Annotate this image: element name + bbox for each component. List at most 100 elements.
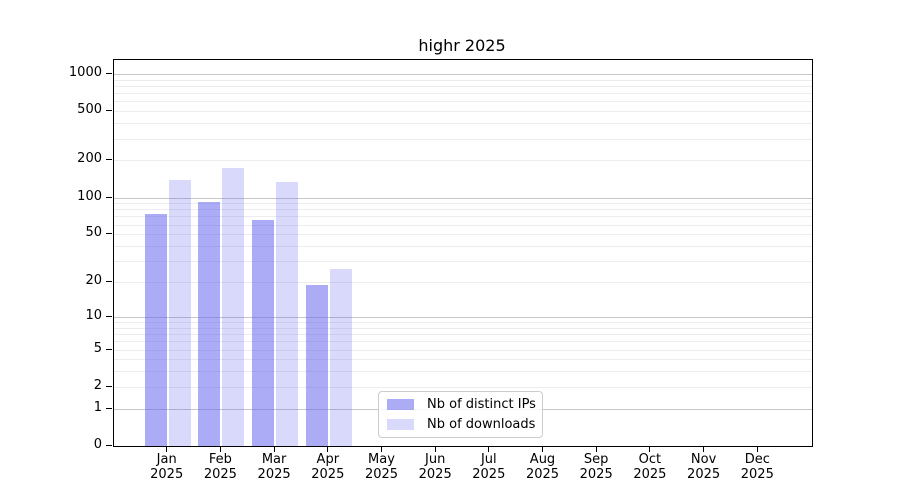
gridline-major-1000: [114, 73, 812, 75]
y-tick-1: [106, 407, 112, 409]
x-label-month: Feb: [208, 452, 232, 467]
y-tick-label-1000: 1000: [68, 64, 102, 80]
plot-area: [113, 59, 813, 447]
x-label-dec-2025: Dec 2025: [725, 452, 789, 482]
x-label-year: 2025: [687, 467, 721, 482]
legend-swatch-downloads: [387, 419, 414, 430]
legend-item-distinct-ips: Nb of distinct IPs: [387, 395, 536, 414]
legend-label-distinct-ips: Nb of distinct IPs: [427, 397, 536, 412]
x-label-year: 2025: [257, 467, 291, 482]
legend-label-downloads: Nb of downloads: [427, 417, 536, 432]
gridline-major-100: [114, 197, 812, 199]
x-label-mar-2025: Mar 2025: [242, 452, 306, 482]
x-label-apr-2025: Apr 2025: [296, 452, 360, 482]
bar-downloads-jan: [168, 179, 191, 446]
x-tick-jan: [166, 446, 168, 452]
x-label-sep-2025: Sep 2025: [564, 452, 628, 482]
x-label-year: 2025: [418, 467, 452, 482]
y-tick-label-2: 2: [93, 377, 102, 393]
y-tick-200: [106, 159, 112, 161]
y-tick-20: [106, 281, 112, 282]
x-tick-oct: [649, 446, 651, 452]
x-tick-aug: [542, 446, 543, 452]
gridline-minor-600: [114, 101, 812, 103]
bar-distinct-ips-jan: [144, 214, 167, 446]
gridline-minor-200: [114, 160, 812, 162]
bar-distinct-ips-mar: [252, 219, 275, 446]
gridline-minor-2: [114, 386, 812, 388]
x-label-year: 2025: [364, 467, 399, 482]
chart-title: highr 2025: [418, 36, 506, 55]
x-label-year: 2025: [579, 467, 613, 482]
gridline-minor-90: [114, 203, 812, 205]
x-label-aug-2025: Aug 2025: [511, 452, 575, 482]
x-label-oct-2025: Oct 2025: [618, 452, 682, 482]
x-tick-jun: [434, 446, 436, 452]
x-label-month: Nov: [690, 452, 717, 467]
x-tick-may: [381, 446, 382, 452]
gridline-major-10: [114, 316, 812, 318]
x-tick-nov: [703, 446, 705, 452]
x-tick-mar: [273, 446, 275, 452]
y-tick-label-0: 0: [93, 437, 102, 452]
gridline-minor-8: [114, 327, 812, 329]
x-label-month: Sep: [583, 452, 609, 467]
gridline-minor-800: [114, 85, 812, 87]
gridline-minor-50: [114, 234, 812, 236]
legend-swatch-distinct-ips: [387, 399, 414, 410]
bar-downloads-apr: [329, 268, 352, 446]
y-tick-2: [106, 385, 112, 387]
x-tick-feb: [219, 446, 221, 452]
bar-downloads-feb: [222, 168, 245, 446]
x-tick-apr: [327, 446, 329, 452]
x-label-year: 2025: [525, 467, 560, 482]
x-tick-dec: [756, 446, 758, 452]
y-tick-label-10: 10: [85, 307, 102, 323]
legend: Nb of distinct IPs Nb of downloads: [378, 391, 543, 438]
gridline-minor-60: [114, 224, 812, 226]
gridline-minor-5: [114, 349, 812, 351]
x-label-month: Mar: [261, 452, 287, 467]
gridline-minor-300: [114, 138, 812, 140]
x-label-jan-2025: Jan 2025: [135, 452, 199, 482]
x-label-year: 2025: [633, 467, 667, 482]
x-label-year: 2025: [311, 467, 345, 482]
x-label-month: May: [368, 452, 395, 467]
gridline-minor-80: [114, 209, 812, 211]
y-tick-1000: [106, 72, 112, 74]
x-label-year: 2025: [472, 467, 506, 482]
bar-downloads-mar: [276, 182, 299, 446]
x-label-month: Dec: [744, 452, 770, 467]
x-label-month: Jan: [156, 452, 177, 467]
y-tick-label-50: 50: [85, 225, 102, 241]
bar-distinct-ips-apr: [305, 284, 328, 446]
x-label-month: Oct: [638, 452, 662, 467]
gridline-minor-40: [114, 246, 812, 247]
gridline-minor-7: [114, 334, 812, 335]
y-tick-label-5: 5: [93, 340, 102, 356]
x-label-jun-2025: Jun 2025: [403, 452, 467, 482]
gridline-minor-9: [114, 322, 812, 323]
x-label-jul-2025: Jul 2025: [457, 452, 521, 482]
gridline-minor-20: [114, 282, 812, 283]
x-label-month: Apr: [316, 452, 340, 467]
gridline-minor-30: [114, 261, 812, 263]
x-label-month: Jun: [425, 452, 446, 467]
y-tick-label-200: 200: [77, 151, 102, 167]
x-label-year: 2025: [150, 467, 184, 482]
y-tick-100: [106, 196, 112, 198]
x-label-may-2025: May 2025: [350, 452, 414, 482]
x-label-year: 2025: [203, 467, 237, 482]
x-label-year: 2025: [740, 467, 774, 482]
y-tick-label-500: 500: [77, 102, 102, 118]
x-label-month: Aug: [529, 452, 556, 467]
x-label-feb-2025: Feb 2025: [188, 452, 252, 482]
gridline-minor-4: [114, 359, 812, 361]
gridline-minor-70: [114, 216, 812, 218]
x-tick-jul: [488, 446, 490, 452]
bar-distinct-ips-feb: [198, 201, 221, 446]
gridline-minor-400: [114, 123, 812, 125]
y-tick-500: [106, 110, 112, 112]
y-tick-label-100: 100: [77, 188, 102, 204]
